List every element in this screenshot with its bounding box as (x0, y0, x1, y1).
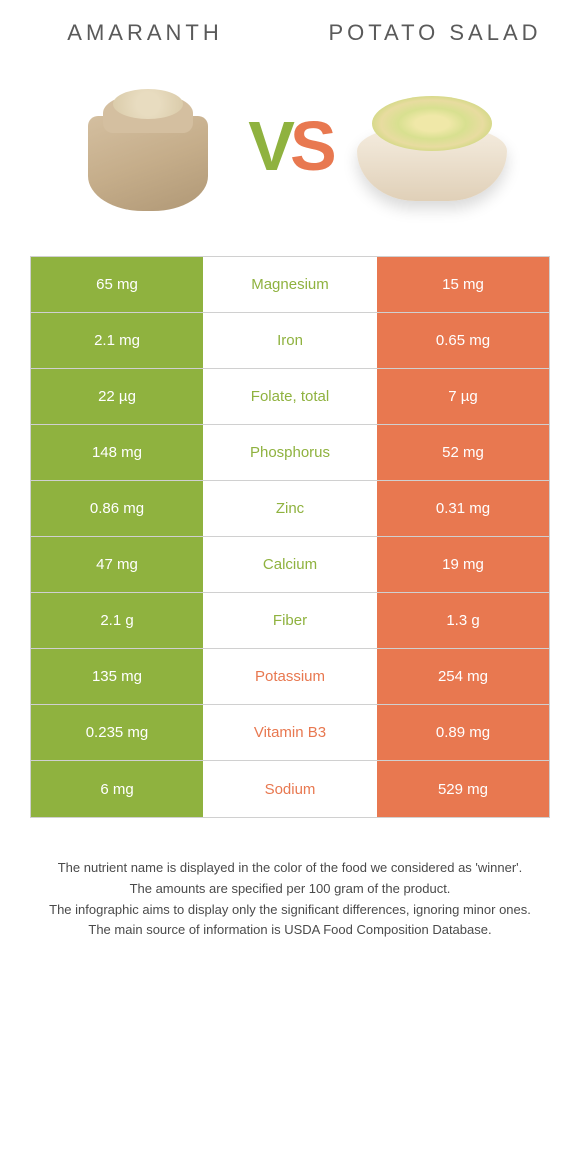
right-value: 0.89 mg (377, 705, 549, 760)
right-food-title: POTATO SALAD (320, 20, 550, 46)
potato-salad-bowl-icon (357, 91, 507, 201)
right-value: 529 mg (377, 761, 549, 817)
right-value: 19 mg (377, 537, 549, 592)
left-value: 135 mg (31, 649, 203, 704)
left-value: 2.1 g (31, 593, 203, 648)
right-value: 1.3 g (377, 593, 549, 648)
nutrient-label: Potassium (203, 649, 377, 704)
table-row: 2.1 gFiber1.3 g (31, 593, 549, 649)
nutrient-label: Iron (203, 313, 377, 368)
footer-notes: The nutrient name is displayed in the co… (0, 818, 580, 961)
right-value: 7 µg (377, 369, 549, 424)
nutrient-label: Folate, total (203, 369, 377, 424)
right-value: 254 mg (377, 649, 549, 704)
table-row: 65 mgMagnesium15 mg (31, 257, 549, 313)
footer-line: The infographic aims to display only the… (40, 900, 540, 921)
header: AMARANTH POTATO SALAD (0, 0, 580, 56)
left-value: 148 mg (31, 425, 203, 480)
table-row: 47 mgCalcium19 mg (31, 537, 549, 593)
nutrient-label: Sodium (203, 761, 377, 817)
right-value: 0.65 mg (377, 313, 549, 368)
footer-line: The nutrient name is displayed in the co… (40, 858, 540, 879)
left-value: 65 mg (31, 257, 203, 312)
nutrient-label: Zinc (203, 481, 377, 536)
vs-label: VS (248, 106, 331, 186)
nutrient-label: Vitamin B3 (203, 705, 377, 760)
left-food-title: AMARANTH (30, 20, 260, 46)
footer-line: The main source of information is USDA F… (40, 920, 540, 941)
right-value: 52 mg (377, 425, 549, 480)
left-value: 22 µg (31, 369, 203, 424)
nutrient-label: Fiber (203, 593, 377, 648)
table-row: 148 mgPhosphorus52 mg (31, 425, 549, 481)
nutrient-label: Phosphorus (203, 425, 377, 480)
table-row: 22 µgFolate, total7 µg (31, 369, 549, 425)
nutrient-label: Magnesium (203, 257, 377, 312)
table-row: 2.1 mgIron0.65 mg (31, 313, 549, 369)
amaranth-sack-icon (88, 81, 208, 211)
footer-line: The amounts are specified per 100 gram o… (40, 879, 540, 900)
left-value: 2.1 mg (31, 313, 203, 368)
right-food-image (342, 66, 522, 226)
table-row: 0.235 mgVitamin B30.89 mg (31, 705, 549, 761)
images-row: VS (0, 56, 580, 256)
left-value: 47 mg (31, 537, 203, 592)
table-row: 135 mgPotassium254 mg (31, 649, 549, 705)
left-value: 6 mg (31, 761, 203, 817)
right-value: 0.31 mg (377, 481, 549, 536)
table-row: 0.86 mgZinc0.31 mg (31, 481, 549, 537)
left-food-image (58, 66, 238, 226)
left-value: 0.86 mg (31, 481, 203, 536)
right-value: 15 mg (377, 257, 549, 312)
table-row: 6 mgSodium529 mg (31, 761, 549, 817)
vs-v: V (248, 107, 290, 185)
nutrient-table: 65 mgMagnesium15 mg2.1 mgIron0.65 mg22 µ… (30, 256, 550, 818)
vs-s: S (290, 107, 332, 185)
nutrient-label: Calcium (203, 537, 377, 592)
left-value: 0.235 mg (31, 705, 203, 760)
